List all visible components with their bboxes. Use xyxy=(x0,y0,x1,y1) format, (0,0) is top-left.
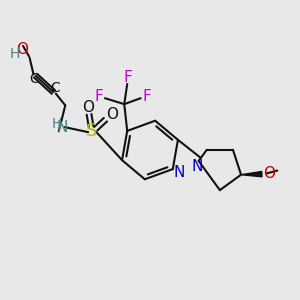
Text: N: N xyxy=(174,165,185,180)
Text: O: O xyxy=(16,42,28,57)
Text: O: O xyxy=(263,166,275,181)
Text: N: N xyxy=(56,120,68,135)
Text: O: O xyxy=(106,107,118,122)
Text: F: F xyxy=(142,89,151,104)
Text: F: F xyxy=(94,89,103,104)
Text: H: H xyxy=(10,47,20,61)
Polygon shape xyxy=(241,172,262,177)
Text: O: O xyxy=(82,100,94,115)
Text: C: C xyxy=(50,81,60,95)
Text: C: C xyxy=(29,72,39,86)
Text: N: N xyxy=(191,159,203,174)
Text: F: F xyxy=(124,70,132,86)
Text: H: H xyxy=(51,116,62,130)
Text: S: S xyxy=(86,122,98,140)
